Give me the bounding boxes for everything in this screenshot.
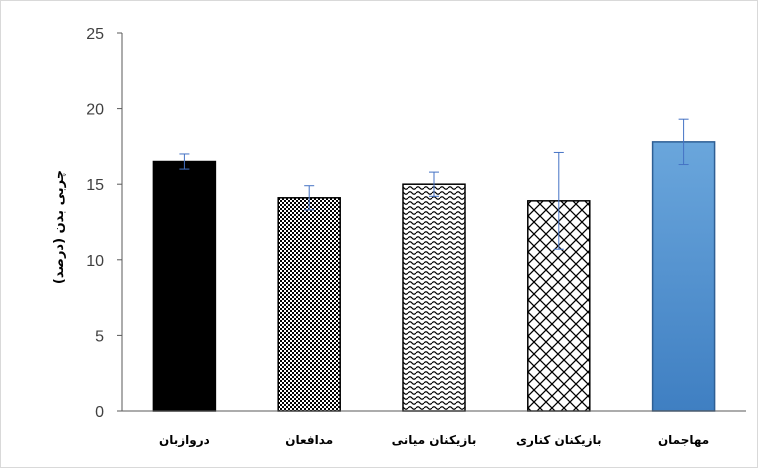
y-tick-label: 25 (86, 26, 104, 43)
y-tick-label: 20 (86, 102, 104, 119)
x-tick-label: بازیکنان کناری (516, 433, 602, 447)
bar (152, 160, 217, 412)
bar (402, 183, 466, 412)
bar (651, 141, 716, 412)
y-tick-label: 5 (95, 328, 104, 345)
x-tick-label: دروازبان (159, 433, 210, 448)
y-axis: 0 5 10 15 20 25 (86, 26, 123, 421)
y-tick-label: 15 (86, 177, 104, 194)
x-axis: دروازبان مدافعان بازیکنان میانی بازیکنان کن… (122, 410, 746, 448)
bars (152, 118, 716, 412)
y-tick-label: 10 (86, 253, 104, 270)
x-tick-label: مدافعان (285, 433, 333, 447)
y-tick-label: 0 (95, 404, 104, 421)
x-tick-label: بازیکنان میانی (392, 433, 477, 447)
bar (277, 197, 341, 412)
y-axis-label: چربی بدن (درصد) (52, 170, 67, 284)
x-tick-label: مهاجمان (658, 433, 709, 447)
